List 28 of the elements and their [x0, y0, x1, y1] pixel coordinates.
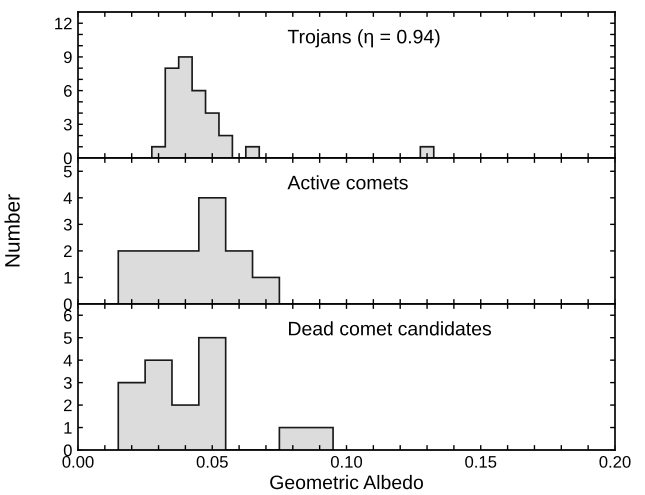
- y-tick-label: 0: [64, 152, 72, 164]
- annotation: Dead comet candidates: [289, 321, 492, 336]
- y-tick-label: 3: [64, 377, 72, 389]
- y-tick-label: 12: [55, 18, 72, 30]
- y-tick-label: 1: [64, 422, 72, 434]
- y-tick-label: 6: [64, 85, 72, 97]
- y-tick-label: 9: [64, 51, 72, 64]
- y-tick-label: 0: [64, 444, 72, 456]
- x-tick-label: 0.00: [62, 456, 94, 468]
- x-tick-label: 0.10: [330, 456, 362, 468]
- y-tick-label: 6: [64, 310, 72, 322]
- y-tick-label: 5: [64, 166, 72, 178]
- x-tick-label: 0.05: [196, 456, 228, 468]
- y-tick-label: 3: [64, 118, 72, 131]
- y-tick-label: 0: [64, 298, 72, 310]
- y-tick-label: 5: [64, 332, 72, 344]
- y-axis-title: Number: [4, 194, 20, 266]
- x-tick-label: 0.15: [465, 456, 496, 468]
- annotation: Trojans (η = 0.94): [288, 29, 440, 48]
- y-tick-label: 4: [64, 354, 72, 366]
- x-tick-label: 0.20: [599, 456, 631, 468]
- y-tick-label: 3: [64, 218, 72, 231]
- y-tick-label: 2: [64, 399, 72, 412]
- y-tick-label: 2: [64, 245, 72, 257]
- y-tick-label: 4: [64, 192, 72, 204]
- annotation: Active comets: [287, 175, 408, 190]
- x-axis-title: Geometric Albedo: [270, 474, 423, 490]
- y-tick-label: 1: [64, 272, 72, 284]
